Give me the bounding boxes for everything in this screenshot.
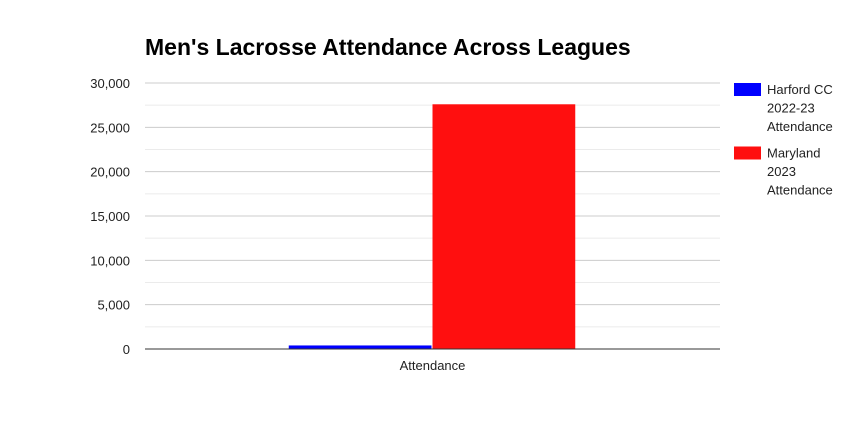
bar <box>288 345 432 349</box>
chart-title: Men's Lacrosse Attendance Across Leagues <box>145 34 631 60</box>
legend-swatch <box>734 83 761 96</box>
y-axis-ticks: 0 5,000 10,000 15,000 20,000 25,000 30,000 <box>90 76 130 357</box>
legend-swatch <box>734 146 761 160</box>
y-tick-label: 0 <box>123 342 130 357</box>
y-tick-label: 25,000 <box>90 120 130 135</box>
y-tick-label: 30,000 <box>90 76 130 91</box>
y-tick-label: 10,000 <box>90 253 130 268</box>
x-tick-label: Attendance <box>400 358 466 373</box>
y-tick-label: 15,000 <box>90 209 130 224</box>
y-tick-label: 20,000 <box>90 165 130 180</box>
x-axis-ticks: Attendance <box>400 358 466 373</box>
legend-label: Maryland 2023 Attendance <box>767 146 833 198</box>
bars <box>288 104 576 349</box>
y-tick-label: 5,000 <box>97 298 130 313</box>
legend: Harford CC 2022-23 Attendance Maryland 2023 A… <box>734 82 833 198</box>
legend-label: Harford CC 2022-23 Attendance <box>767 82 833 134</box>
bar <box>432 104 576 349</box>
